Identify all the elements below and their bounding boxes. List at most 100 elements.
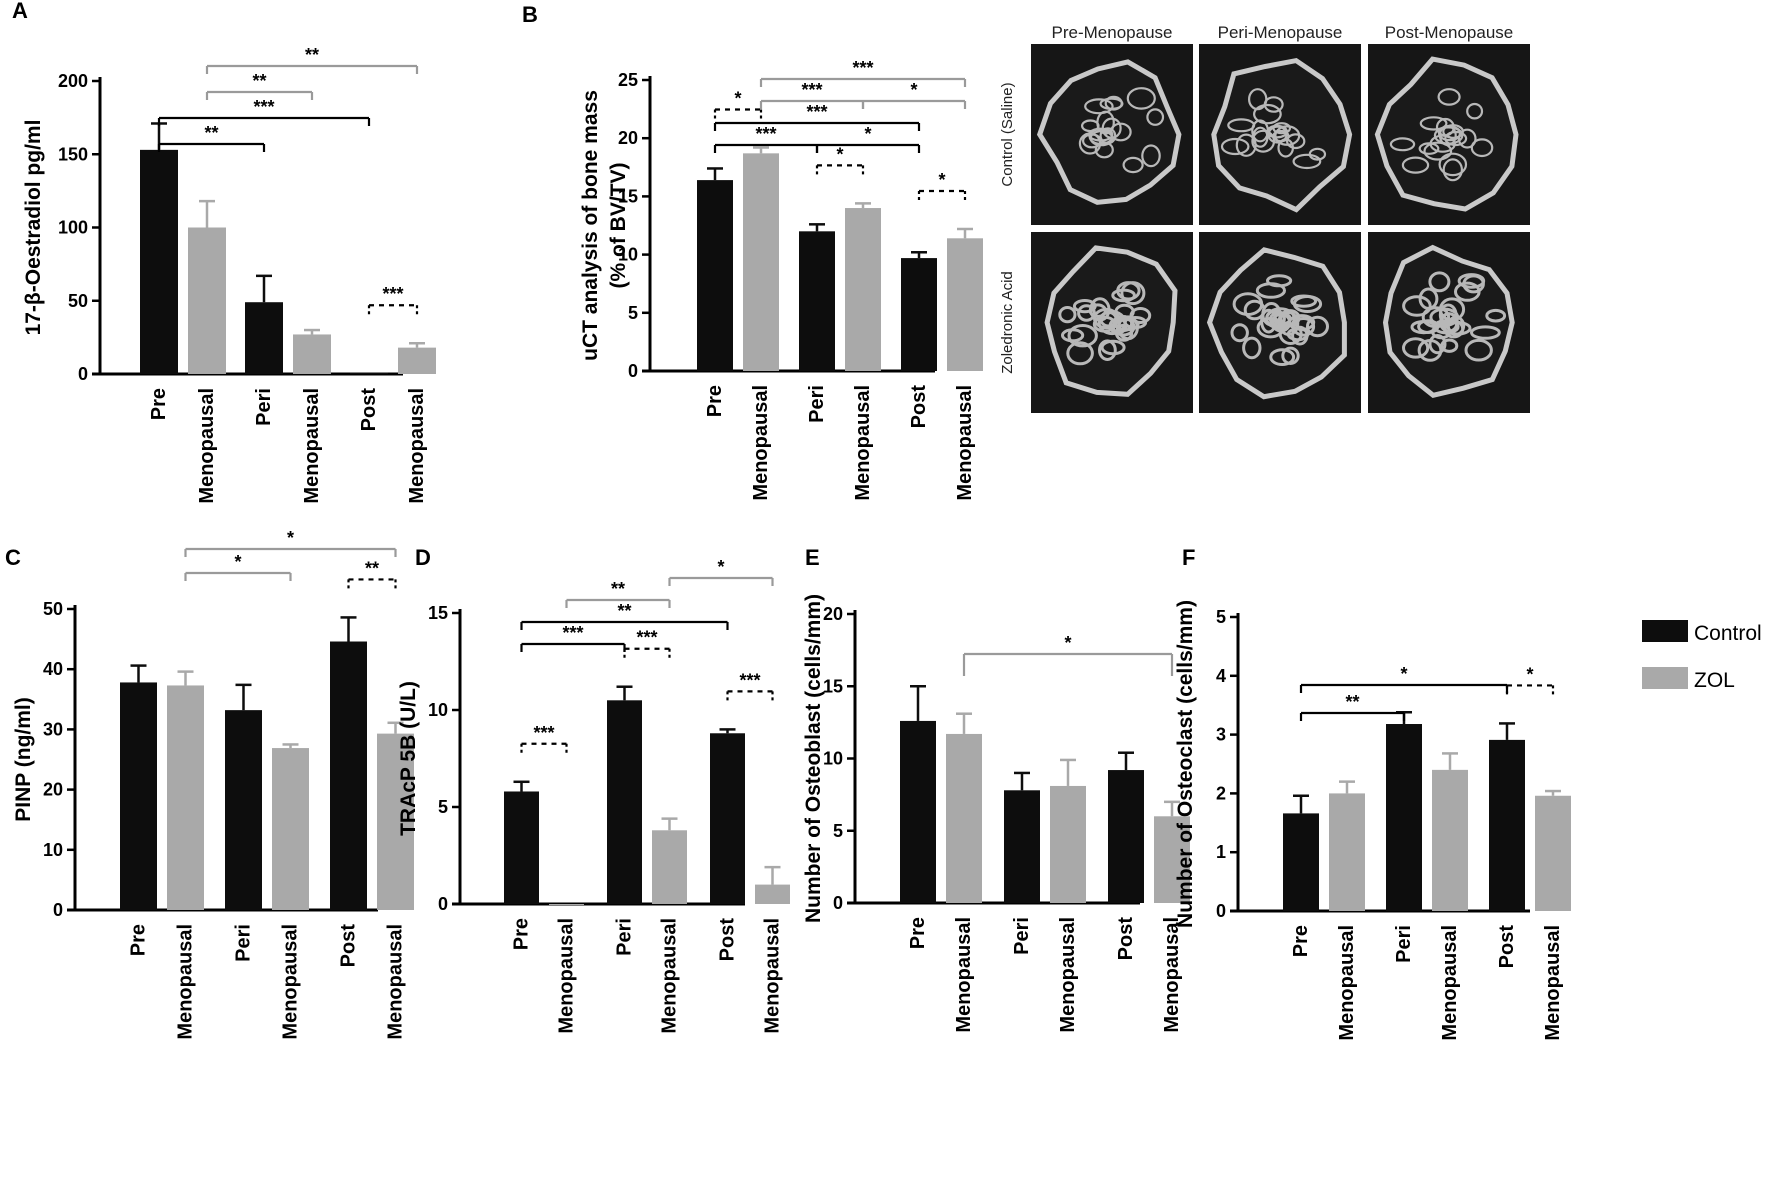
- sig-label-b: ***: [755, 124, 776, 144]
- trabecular-strut: [1285, 133, 1306, 150]
- micro-ct-column-header: Pre-Menopause: [1052, 23, 1173, 42]
- trabecular-strut: [1066, 341, 1094, 366]
- panel-label-c: C: [5, 545, 21, 570]
- y-axis-title-f: Number of Osteoclast (cells/mm): [1174, 600, 1197, 928]
- y-tick-label-f: 4: [1216, 666, 1226, 686]
- y-tick-label-c: 0: [53, 900, 63, 920]
- trabecular-strut: [1401, 156, 1430, 174]
- x-tick-label-d: Menopausal: [556, 918, 578, 1034]
- micro-ct-row-label: Control (Saline): [999, 82, 1016, 186]
- trabecular-strut: [1220, 137, 1250, 156]
- trabecular-strut: [1292, 153, 1322, 170]
- y-axis-title-b: (% of BV/TV): [607, 163, 630, 289]
- trabecular-strut: [1235, 133, 1257, 157]
- trabecular-strut: [1081, 133, 1102, 149]
- micro-ct-image-grid: Pre-Menopause Peri-Menopause Post-Menopaus…: [999, 23, 1530, 413]
- micro-ct-row-label: Zoledronic Acid: [999, 271, 1016, 374]
- trabecular-strut: [1442, 158, 1464, 182]
- trabecular-strut: [1418, 142, 1440, 155]
- panel-f-chart: F 0 1 2 3 4 5 Number of Osteoclast (cells/mm) Pr…: [1174, 545, 1571, 1041]
- bar-f-control: [1386, 724, 1422, 911]
- trabecular-strut: [1255, 282, 1287, 299]
- trabecular-strut: [1462, 274, 1485, 294]
- trabecular-strut: [1100, 339, 1126, 356]
- x-tick-label-f: Post: [1496, 925, 1518, 969]
- y-tick-label-b: 5: [628, 303, 638, 323]
- trabecular-strut: [1111, 317, 1136, 337]
- y-tick-label-e: 5: [833, 821, 843, 841]
- sig-label-c: *: [234, 552, 241, 572]
- trabecular-strut: [1120, 281, 1146, 306]
- trabecular-strut: [1419, 116, 1448, 131]
- trabecular-strut: [1269, 348, 1296, 367]
- panel-label-b: B: [522, 2, 538, 27]
- x-tick-label-c: Menopausal: [175, 924, 197, 1040]
- bar-f-zol: [1535, 795, 1571, 911]
- pair-sig-label-f: *: [1526, 664, 1533, 684]
- trabecular-strut: [1265, 309, 1286, 329]
- y-tick-label-c: 20: [43, 780, 63, 800]
- sig-label-b: ***: [801, 80, 822, 100]
- y-tick-label-f: 1: [1216, 842, 1226, 862]
- trabecular-strut: [1277, 138, 1294, 158]
- trabecular-strut: [1252, 103, 1282, 125]
- bone-cortex-outline: [1211, 57, 1353, 213]
- x-tick-label-e: Peri: [1011, 917, 1033, 955]
- y-tick-label-e: 20: [823, 604, 843, 624]
- x-tick-label-c: Peri: [233, 924, 255, 962]
- panel-label-f: F: [1182, 545, 1195, 570]
- bar-b-control: [697, 180, 733, 371]
- sig-label-d: **: [611, 579, 625, 599]
- micro-ct-column-header: Peri-Menopause: [1218, 23, 1343, 42]
- bar-f-zol: [1329, 793, 1365, 911]
- sig-label-a: **: [252, 71, 266, 91]
- trabecular-strut: [1278, 322, 1303, 345]
- trabecular-strut: [1428, 334, 1447, 355]
- pair-sig-label-d: ***: [533, 723, 554, 743]
- bar-e-zol: [946, 733, 982, 903]
- bar-a-control: [140, 149, 178, 374]
- y-tick-label-f: 2: [1216, 783, 1226, 803]
- x-tick-label-c: Post: [338, 924, 360, 968]
- bar-a-zol: [188, 227, 226, 374]
- y-tick-label-e: 10: [823, 749, 843, 769]
- sig-label-a: **: [204, 123, 218, 143]
- trabecular-strut: [1464, 338, 1493, 362]
- y-tick-label-a: 0: [78, 364, 88, 384]
- x-tick-label-d: Peri: [614, 918, 636, 956]
- x-tick-label-d: Menopausal: [762, 918, 784, 1034]
- x-tick-label-b: Menopausal: [750, 385, 772, 501]
- x-tick-label-f: Peri: [1393, 925, 1415, 963]
- sig-label-b: *: [910, 80, 917, 100]
- trabecular-strut: [1084, 98, 1114, 115]
- trabecular-strut: [1306, 315, 1329, 338]
- trabecular-strut: [1440, 338, 1459, 353]
- bar-c-control: [330, 641, 367, 910]
- y-tick-label-d: 5: [438, 797, 448, 817]
- x-tick-label-f: Menopausal: [1336, 925, 1358, 1041]
- trabecular-strut: [1067, 324, 1098, 348]
- sig-label-d: *: [717, 557, 724, 577]
- panel-d-chart: D 0 5 10 15 TRAcP 5B (U/L) Pre Menopausal Peri Me…: [397, 545, 790, 1034]
- pair-sig-label-d: ***: [739, 670, 760, 690]
- micro-ct-column-header: Post-Menopause: [1385, 23, 1514, 42]
- bar-c-zol: [272, 748, 309, 910]
- trabecular-strut: [1485, 308, 1507, 323]
- y-tick-label-b: 15: [618, 186, 638, 206]
- bar-e-control: [1108, 770, 1144, 903]
- x-tick-label-e: Menopausal: [953, 917, 975, 1033]
- bar-a-control: [245, 302, 283, 374]
- x-tick-label-f: Pre: [1290, 925, 1312, 957]
- trabecular-strut: [1308, 147, 1327, 161]
- x-tick-label-a: Menopausal: [196, 388, 218, 504]
- trabecular-strut: [1470, 138, 1494, 158]
- panel-label-a: A: [12, 0, 28, 23]
- sig-label-b: *: [864, 124, 871, 144]
- trabecular-strut: [1278, 311, 1300, 336]
- panel-label-e: E: [805, 545, 820, 570]
- bar-c-zol: [167, 685, 204, 910]
- y-axis-title-e: Number of Osteoblast (cells/mm): [802, 594, 825, 923]
- x-tick-label-a: Menopausal: [406, 388, 428, 504]
- trabecular-strut: [1437, 88, 1461, 106]
